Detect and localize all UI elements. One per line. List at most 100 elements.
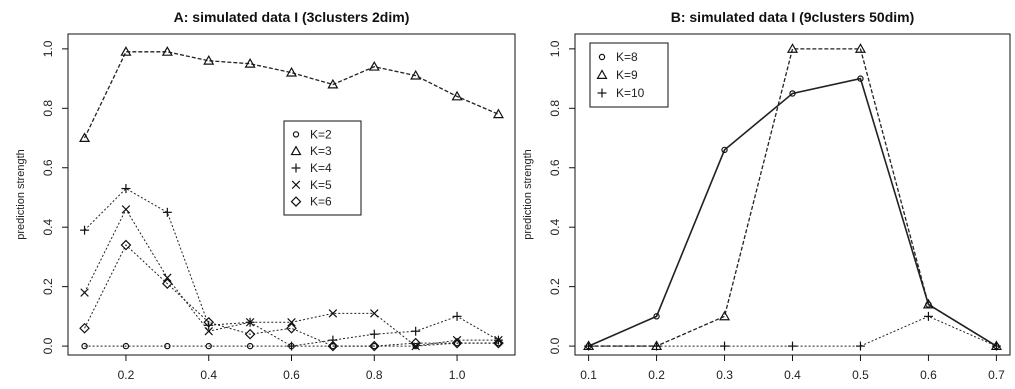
data-point [923,311,933,321]
y-tick-label: 0.4 [41,219,55,236]
legend-label: K=9 [616,68,638,82]
data-point [451,337,463,349]
x-tick-label: 0.2 [118,368,135,382]
series-line [84,342,499,347]
legend-marker [291,180,301,190]
x-tick-label: 0.5 [852,368,869,382]
x-tick-label: 0.1 [580,368,597,382]
y-tick-label: 0.8 [41,100,55,117]
legend: K=8 K=9 K=10 [589,42,669,108]
data-point [327,78,339,89]
y-tick-label: 0.2 [41,278,55,295]
data-point [246,342,254,350]
legend-marker [597,88,607,98]
legend-label: K=3 [310,144,332,158]
data-point [788,341,797,351]
data-point [164,342,171,350]
data-point [368,340,380,352]
data-point [492,108,504,119]
data-point [81,342,88,350]
y-tick-label: 1.0 [548,40,562,57]
data-point [328,309,338,318]
series-k10 [584,311,1001,351]
legend-label: K=6 [310,195,332,209]
data-point [161,46,173,56]
y-tick-label: 0.2 [548,278,562,295]
y-tick-label: 0.0 [548,337,562,354]
data-point [120,239,132,251]
x-tick-label: 0.7 [988,368,1005,382]
data-point [494,335,503,345]
data-point [80,225,90,235]
data-point [287,318,296,327]
data-point [121,184,131,194]
data-point [991,341,1001,351]
data-point [204,326,213,336]
series-k5 [80,205,503,351]
data-point [922,298,934,309]
data-point [857,75,864,82]
x-tick-label: 0.2 [648,368,665,382]
data-point [120,46,132,56]
data-point [720,341,730,351]
data-point [286,322,297,334]
data-point [452,311,462,321]
legend-label: K=8 [616,50,638,64]
data-point [369,329,379,339]
x-tick-label: 1.0 [449,368,466,382]
legend-marker [290,196,302,207]
legend-label: K=4 [310,161,332,175]
series-k3 [79,46,504,143]
legend-marker [598,53,606,61]
data-point [285,66,298,77]
data-point [244,328,256,340]
data-point [411,326,421,336]
series-line [83,51,499,139]
data-point [121,205,131,214]
data-point [205,342,212,350]
x-tick-label: 0.4 [200,368,217,382]
y-tick-label: 0.0 [41,337,55,354]
y-axis-label: prediction strength [522,149,534,240]
x-tick-label: 0.8 [366,368,383,382]
data-point [79,132,91,143]
legend-marker [596,69,608,79]
chart-title: A: simulated data I (3clusters 2dim) [174,9,410,25]
series-k6 [79,239,504,352]
data-point [718,310,731,321]
y-tick-label: 0.4 [548,219,562,236]
legend-marker [291,163,301,173]
legend-label: K=10 [616,86,645,100]
data-point [203,55,215,65]
series-line [84,208,499,347]
y-tick-label: 0.6 [41,159,55,176]
data-point [80,288,89,297]
chart-title: B: simulated data I (9clusters 50dim) [671,9,915,25]
data-point [721,146,728,154]
data-point [122,342,130,350]
legend-marker [292,131,300,138]
data-point [370,309,379,318]
chart-panel-b: B: simulated data I (9clusters 50dim) 0.1… [522,9,1011,382]
data-point [789,90,796,97]
legend-box [589,42,669,108]
data-point [493,337,504,349]
x-tick-label: 0.6 [920,368,937,382]
y-tick-label: 0.8 [548,100,562,117]
data-point [451,90,463,101]
data-point [204,320,214,330]
x-tick-label: 0.4 [784,368,801,382]
series-line [84,244,499,347]
data-point [584,341,594,351]
legend-label: K=5 [310,178,332,192]
y-axis-label: prediction strength [15,149,27,240]
data-point [79,322,90,334]
chart-panel-a: A: simulated data I (3clusters 2dim) 0.2 0… [15,9,516,382]
data-point [328,335,338,345]
legend: K=2 K=3 K=4 K=5 K=6 [283,120,362,216]
data-point [854,43,867,53]
y-tick-label: 1.0 [41,40,55,57]
x-tick-label: 0.6 [283,368,300,382]
data-point [163,273,172,282]
